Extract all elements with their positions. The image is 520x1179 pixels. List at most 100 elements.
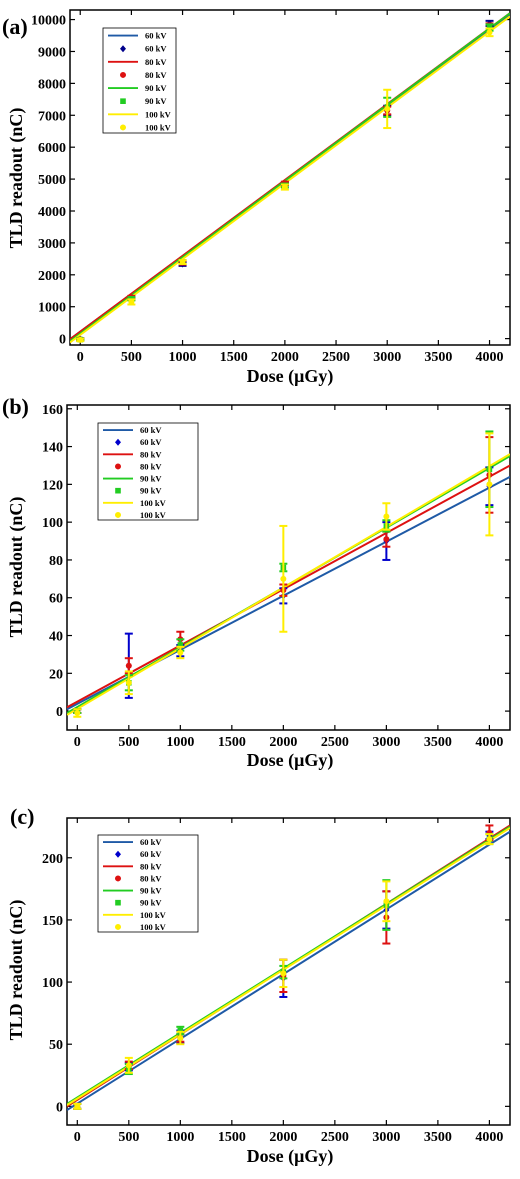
x-tick-label: 0 xyxy=(74,735,81,750)
y-tick-label: 6000 xyxy=(38,141,66,156)
x-axis-title: Dose (μGy) xyxy=(247,366,334,387)
y-tick-label: 80 xyxy=(49,554,63,569)
data-point xyxy=(177,642,184,648)
x-tick-label: 4000 xyxy=(476,350,504,365)
data-point xyxy=(486,29,493,36)
data-point xyxy=(384,105,391,112)
x-tick-label: 1000 xyxy=(169,350,197,365)
legend-label: 100 kV xyxy=(140,922,167,932)
legend-label: 100 kV xyxy=(145,122,172,132)
legend-marker-swatch xyxy=(120,45,126,53)
x-axis-title: Dose (μGy) xyxy=(247,750,334,771)
y-tick-label: 150 xyxy=(42,914,63,929)
y-tick-label: 2000 xyxy=(38,269,66,284)
y-tick-label: 140 xyxy=(42,441,63,456)
x-tick-label: 3000 xyxy=(373,350,401,365)
fit-line-100kv xyxy=(70,15,510,344)
legend-label: 100 kV xyxy=(140,498,167,508)
y-tick-label: 200 xyxy=(42,852,63,867)
plot-frame xyxy=(66,404,511,731)
legend-marker-swatch xyxy=(115,850,121,858)
legend-marker-swatch xyxy=(115,511,121,518)
legend-label: 80 kV xyxy=(140,449,162,459)
data-point xyxy=(486,481,493,488)
y-tick-label: 50 xyxy=(49,1038,63,1053)
legend-marker-swatch xyxy=(120,98,126,104)
y-tick-label: 3000 xyxy=(38,237,66,252)
legend-label: 60 kV xyxy=(140,849,162,859)
legend: 60 kV 60 kV 80 kV 80 kV 90 kV 90 kV 100 kV 100 … xyxy=(97,834,199,933)
data-point xyxy=(383,536,390,543)
legend-label: 100 kV xyxy=(140,910,167,920)
legend-label: 80 kV xyxy=(145,70,167,80)
legend-marker-swatch xyxy=(115,487,121,494)
plot-frame xyxy=(66,817,511,1126)
legend-label: 90 kV xyxy=(140,474,162,484)
legend: 60 kV 60 kV 80 kV 80 kV 90 kV 90 kV 100 kV 100 … xyxy=(102,27,177,134)
x-tick-label: 500 xyxy=(121,350,142,365)
legend-label: 60 kV xyxy=(140,425,162,435)
legend-label: 100 kV xyxy=(145,109,172,119)
data-point xyxy=(383,513,390,520)
legend-label: 60 kV xyxy=(145,31,167,41)
chart-panel-2: (b) 0 500 1000 1500 2000 2500 3000 3500 4000 0 20 40… xyxy=(2,394,511,771)
y-tick-label: 40 xyxy=(49,630,63,645)
fit-line-60kv xyxy=(67,830,510,1111)
legend-label: 90 kV xyxy=(145,83,167,93)
y-tick-label: 0 xyxy=(56,1100,63,1115)
legend-label: 60 kV xyxy=(145,44,167,54)
x-tick-label: 2500 xyxy=(322,350,350,365)
data-point xyxy=(177,1027,184,1034)
x-tick-label: 3500 xyxy=(424,1130,452,1145)
y-axis-title: TLD readout (nC) xyxy=(6,497,27,638)
panel-label: (b) xyxy=(2,394,29,419)
legend-marker-swatch xyxy=(115,875,121,882)
panel-label: (a) xyxy=(2,14,28,39)
x-tick-label: 1500 xyxy=(218,735,246,750)
y-tick-label: 4000 xyxy=(38,205,66,220)
legend-marker-swatch xyxy=(115,463,121,470)
data-point xyxy=(125,679,132,686)
data-point xyxy=(74,1103,81,1110)
x-tick-label: 0 xyxy=(77,350,84,365)
y-tick-label: 7000 xyxy=(38,109,66,124)
legend-label: 90 kV xyxy=(140,886,162,896)
data-point xyxy=(383,898,390,905)
x-tick-label: 1000 xyxy=(166,1130,194,1145)
panel-label: (c) xyxy=(10,804,34,829)
legend-label: 90 kV xyxy=(140,486,162,496)
x-tick-label: 2000 xyxy=(271,350,299,365)
legend-marker-swatch xyxy=(115,438,121,446)
legend-label: 90 kV xyxy=(145,96,167,106)
y-tick-label: 1000 xyxy=(38,301,66,316)
x-tick-label: 3500 xyxy=(424,735,452,750)
data-point xyxy=(128,298,135,305)
data-point xyxy=(177,1034,184,1041)
y-tick-label: 100 xyxy=(42,516,63,531)
legend-box xyxy=(97,422,199,521)
data-point xyxy=(179,259,186,266)
legend-marker-swatch xyxy=(115,899,121,906)
fit-line-80kv xyxy=(67,464,510,709)
data-point xyxy=(281,184,288,191)
legend-label: 100 kV xyxy=(140,510,167,520)
legend-label: 80 kV xyxy=(140,861,162,871)
y-axis-title: TLD readout (nC) xyxy=(6,108,27,249)
legend-label: 60 kV xyxy=(140,837,162,847)
legend-label: 80 kV xyxy=(145,57,167,67)
y-tick-label: 0 xyxy=(56,705,63,720)
series-100kv xyxy=(73,833,494,1110)
legend-label: 60 kV xyxy=(140,437,162,447)
x-axis-title: Dose (μGy) xyxy=(247,1146,334,1167)
x-tick-label: 1000 xyxy=(166,735,194,750)
y-axis-title: TLD readout (nC) xyxy=(6,900,27,1041)
series-100kv xyxy=(76,27,494,343)
x-tick-label: 1500 xyxy=(220,350,248,365)
legend-marker-swatch xyxy=(115,923,121,930)
x-tick-label: 2500 xyxy=(321,735,349,750)
chart-panel-3: (c) 0 500 1000 1500 2000 2500 3000 3500 4000 0 50 10… xyxy=(6,804,511,1167)
data-point xyxy=(177,649,184,656)
legend-label: 80 kV xyxy=(140,461,162,471)
x-tick-label: 4000 xyxy=(475,735,503,750)
y-tick-label: 10000 xyxy=(31,14,66,29)
